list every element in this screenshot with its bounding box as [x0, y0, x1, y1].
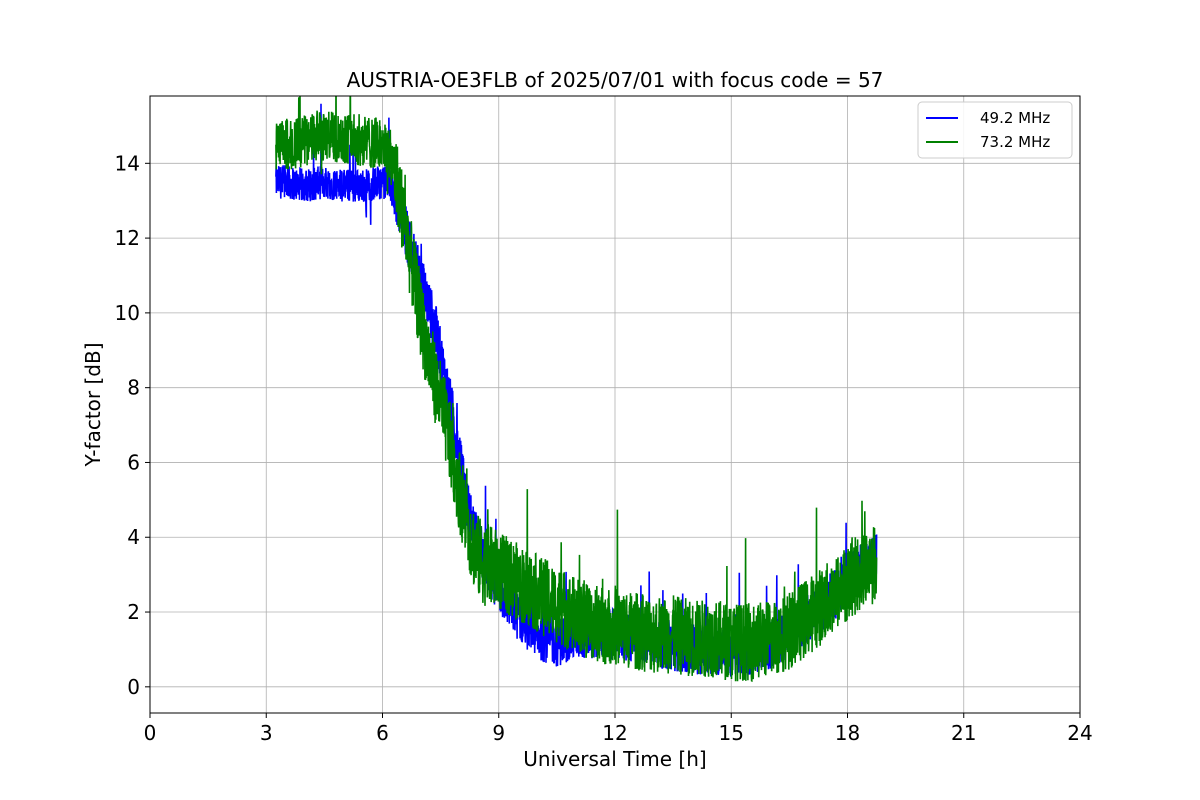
x-tick-label: 15 — [719, 721, 744, 745]
legend-entry: 49.2 MHz — [980, 109, 1050, 127]
plot-area — [275, 96, 878, 683]
y-tick-label: 6 — [127, 450, 140, 474]
legend: 49.2 MHz 73.2 MHz — [917, 101, 1073, 159]
y-tick-label: 14 — [115, 151, 140, 175]
chart-title: AUSTRIA-OE3FLB of 2025/07/01 with focus … — [347, 68, 884, 92]
y-tick-label: 12 — [115, 226, 140, 250]
x-axis-label: Universal Time [h] — [523, 747, 706, 771]
y-tick-label: 2 — [127, 600, 140, 624]
x-tick-label: 6 — [376, 721, 389, 745]
y-tick-label: 0 — [127, 675, 140, 699]
x-tick-label: 0 — [144, 721, 157, 745]
y-tick-label: 10 — [115, 301, 140, 325]
y-tick-label: 8 — [127, 376, 140, 400]
y-axis-label: Y-factor [dB] — [81, 342, 105, 467]
x-tick-label: 12 — [602, 721, 627, 745]
legend-entry: 73.2 MHz — [980, 133, 1050, 151]
x-tick-label: 9 — [492, 721, 505, 745]
series-line-1 — [275, 96, 878, 683]
x-tick-label: 18 — [835, 721, 860, 745]
y-tick-label: 4 — [127, 525, 140, 549]
legend-box — [917, 101, 1073, 159]
x-tick-label: 24 — [1067, 721, 1092, 745]
x-tick-label: 21 — [951, 721, 976, 745]
x-tick-label: 3 — [260, 721, 273, 745]
